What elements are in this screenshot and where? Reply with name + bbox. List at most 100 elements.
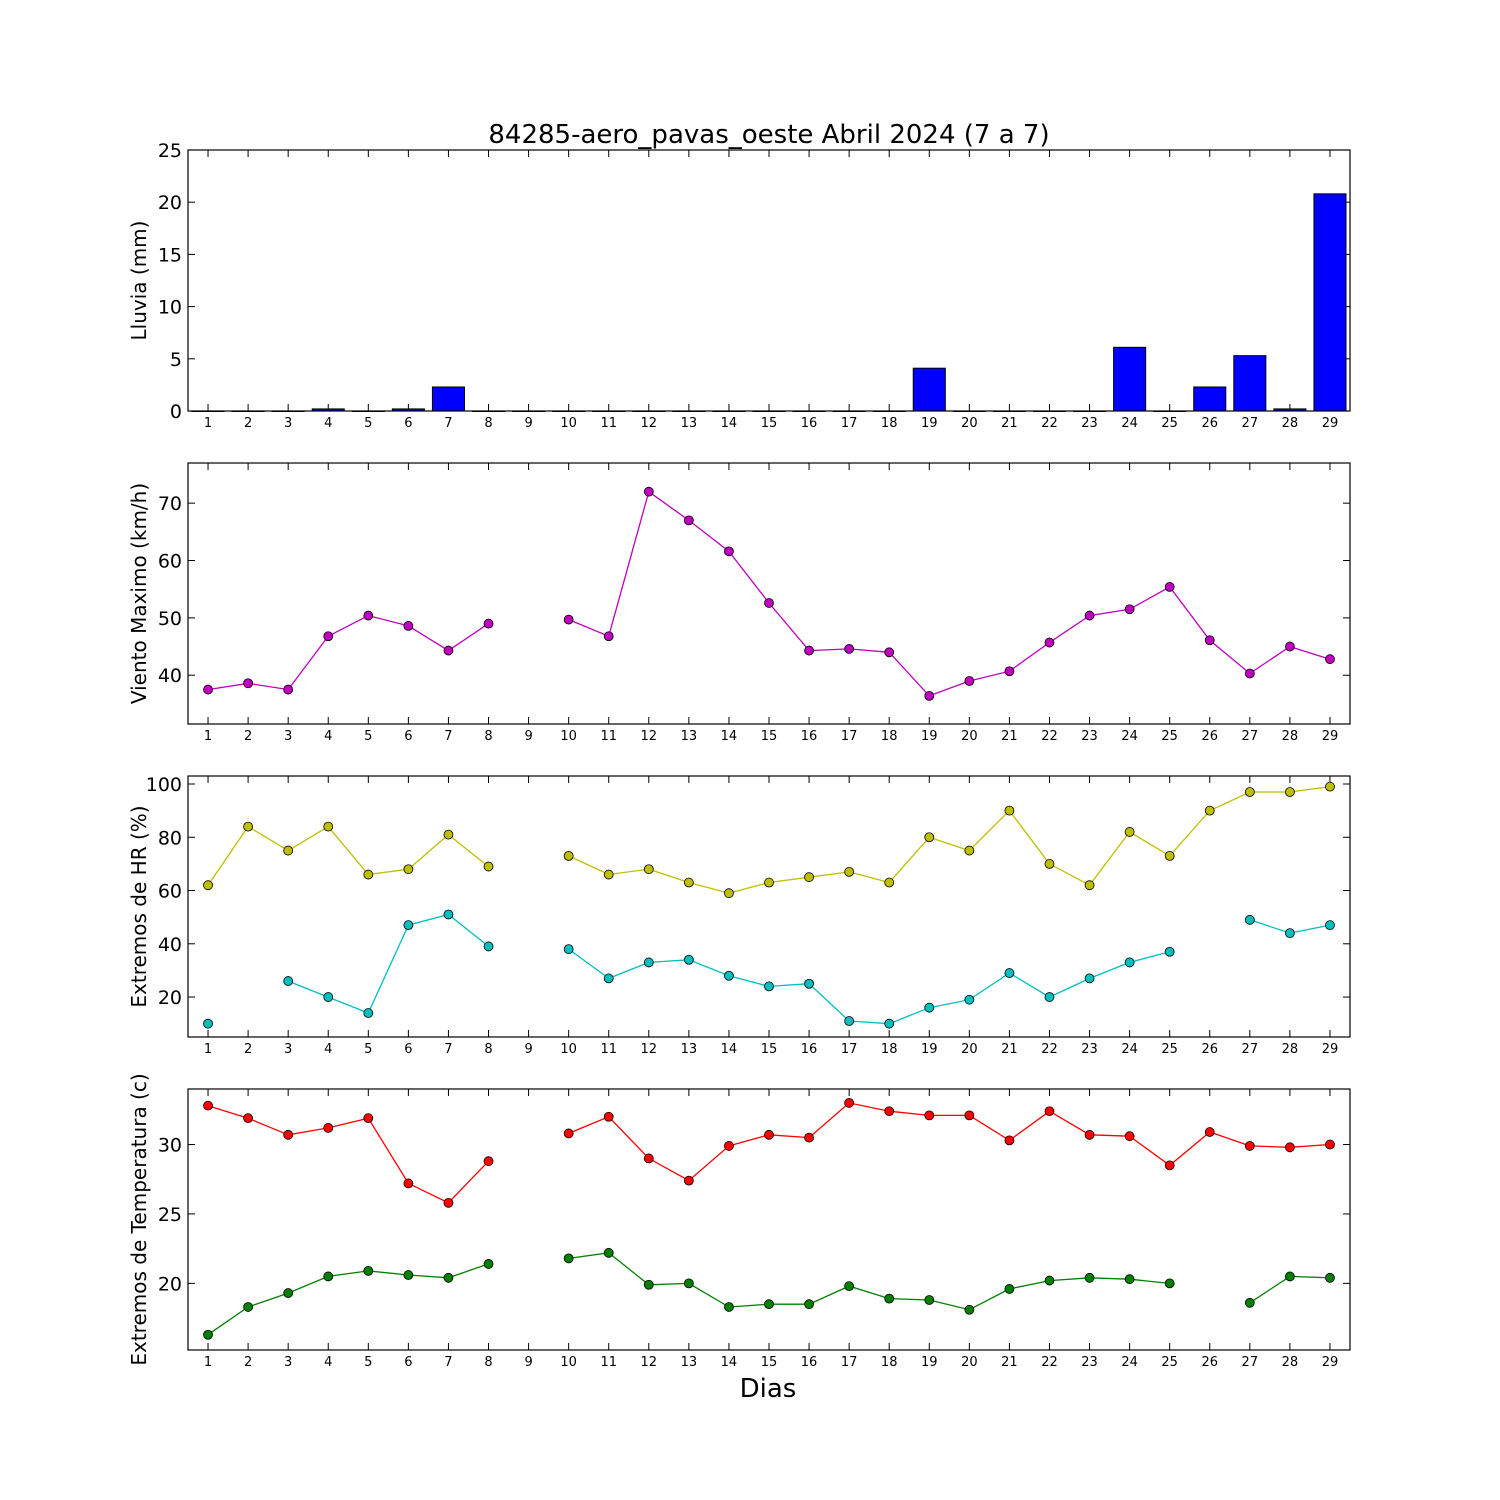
- temp_max-point-day-5: [363, 1113, 374, 1124]
- hr_max-point-day-14: [724, 888, 734, 899]
- y-tick-label: 60: [158, 551, 182, 573]
- temp_max-line: [207, 1102, 1331, 1204]
- hr_min-point-day-17: [844, 1016, 855, 1026]
- rain-bar-day-27: [1233, 355, 1267, 412]
- x-tick-label: 19: [921, 729, 938, 744]
- x-tick-label: 21: [1001, 1355, 1018, 1370]
- x-tick-label: 10: [560, 416, 577, 431]
- y-tick-label: 20: [158, 987, 182, 1009]
- x-tick-label: 8: [484, 729, 492, 744]
- x-tick-label: 5: [364, 729, 372, 744]
- hr_min-point-day-14: [724, 970, 734, 981]
- hr_min-point-day-16: [804, 978, 814, 989]
- wind-point-day-4: [323, 631, 334, 642]
- wind-point-day-14: [724, 546, 734, 557]
- temp_min-point-day-28: [1284, 1271, 1295, 1282]
- x-tick-label: 11: [600, 1355, 617, 1370]
- x-tick-label: 18: [881, 729, 898, 744]
- x-tick-label: 9: [524, 729, 532, 744]
- hr_min-point-day-20: [964, 994, 975, 1005]
- temp_min-point-day-3: [283, 1288, 294, 1298]
- temp_max-point-day-26: [1204, 1127, 1215, 1137]
- x-tick-label: 6: [404, 1042, 412, 1057]
- temp_max-point-day-7: [443, 1197, 454, 1208]
- rain-bar-day-24: [1113, 346, 1147, 412]
- wind-point-day-23: [1084, 610, 1095, 621]
- wind-point-day-18: [884, 647, 895, 658]
- x-tick-label: 24: [1121, 416, 1138, 431]
- hr_max-point-day-28: [1284, 787, 1295, 797]
- wind-point-day-27: [1244, 668, 1255, 679]
- x-tick-label: 23: [1081, 1355, 1098, 1370]
- x-tick-label: 6: [404, 416, 412, 431]
- x-tick-label: 2: [244, 729, 252, 744]
- x-tick-label: 11: [600, 729, 617, 744]
- temp_min-point-day-2: [243, 1302, 254, 1312]
- x-axis-label: Dias: [740, 1374, 797, 1404]
- x-tick-label: 8: [484, 1355, 492, 1370]
- wind-point-day-12: [643, 486, 654, 497]
- temp_min-point-day-21: [1004, 1284, 1015, 1294]
- temp_min-point-day-16: [804, 1299, 814, 1310]
- x-tick-label: 20: [961, 416, 978, 431]
- hr_min-point-day-3: [283, 976, 294, 986]
- wind-point-day-24: [1124, 604, 1135, 615]
- x-tick-label: 26: [1201, 1355, 1218, 1370]
- x-tick-label: 4: [324, 416, 332, 431]
- x-tick-label: 28: [1282, 729, 1299, 744]
- hr_max-point-day-21: [1004, 805, 1015, 816]
- x-tick-label: 13: [681, 1042, 698, 1057]
- rain-bar-day-29: [1313, 193, 1347, 412]
- temp_min-point-day-24: [1124, 1274, 1135, 1285]
- y-tick-label: 25: [158, 140, 182, 162]
- x-tick-label: 17: [841, 1042, 858, 1057]
- temp_max-point-day-13: [683, 1175, 694, 1186]
- x-tick-label: 14: [721, 1355, 738, 1370]
- temp_min-point-day-27: [1244, 1297, 1255, 1308]
- x-tick-label: 25: [1161, 1042, 1178, 1057]
- hr_max-point-day-20: [964, 845, 975, 856]
- hr_min-point-day-8: [483, 941, 494, 952]
- x-tick-label: 16: [801, 729, 818, 744]
- x-tick-label: 1: [204, 729, 212, 744]
- x-tick-label: 8: [484, 416, 492, 431]
- x-tick-label: 21: [1001, 729, 1018, 744]
- x-tick-label: 24: [1121, 1042, 1138, 1057]
- hr_max-point-day-26: [1204, 805, 1215, 816]
- x-tick-label: 26: [1201, 729, 1218, 744]
- y-tick-label: 40: [158, 665, 182, 687]
- temp_max-point-day-6: [403, 1178, 414, 1189]
- x-tick-label: 19: [921, 416, 938, 431]
- x-tick-label: 23: [1081, 416, 1098, 431]
- x-tick-label: 27: [1242, 1042, 1259, 1057]
- y-tick-label: 30: [158, 1135, 182, 1157]
- wind-point-day-8: [483, 618, 494, 629]
- y-axis-label: Lluvia (mm): [127, 221, 151, 341]
- hr_min-point-day-13: [683, 954, 694, 965]
- hr_max-line: [207, 786, 1331, 894]
- x-tick-label: 17: [841, 729, 858, 744]
- temp_min-point-day-12: [643, 1279, 654, 1290]
- temp_min-point-day-29: [1325, 1272, 1335, 1283]
- x-tick-label: 17: [841, 416, 858, 431]
- hr_max-point-day-18: [884, 877, 895, 888]
- temp_min-point-day-1: [203, 1329, 213, 1340]
- hr_max-point-day-8: [483, 861, 494, 872]
- hr_max-point-day-23: [1084, 880, 1095, 891]
- x-tick-label: 19: [921, 1355, 938, 1370]
- hr_max-point-day-3: [283, 845, 294, 856]
- x-tick-label: 10: [560, 1042, 577, 1057]
- hr_max-point-day-13: [683, 877, 694, 888]
- hr_max-point-day-16: [804, 872, 814, 883]
- hr_min-point-day-7: [443, 909, 454, 920]
- hr_max-point-day-29: [1325, 781, 1335, 792]
- x-tick-label: 29: [1322, 416, 1339, 431]
- x-tick-label: 9: [524, 1355, 532, 1370]
- x-tick-label: 23: [1081, 1042, 1098, 1057]
- rain-bar-day-26: [1193, 386, 1227, 412]
- temp_max-point-day-3: [283, 1129, 294, 1140]
- x-tick-label: 6: [404, 729, 412, 744]
